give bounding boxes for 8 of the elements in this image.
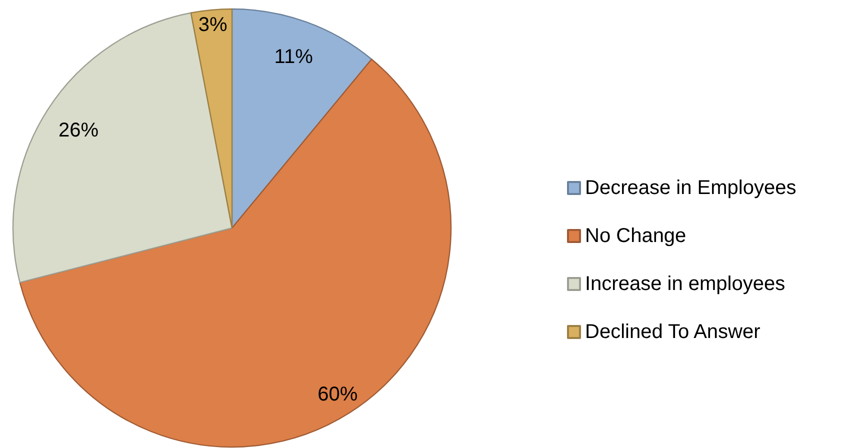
data-label: 11% xyxy=(274,46,314,68)
data-label: 3% xyxy=(198,14,228,36)
data-label: 26% xyxy=(58,120,99,142)
legend-label: Decrease in Employees xyxy=(585,177,796,199)
legend-label: Increase in employees xyxy=(585,273,786,295)
data-label: 60% xyxy=(318,383,358,406)
legend-label: Declined To Answer xyxy=(585,321,761,343)
legend-label: No Change xyxy=(585,225,686,247)
